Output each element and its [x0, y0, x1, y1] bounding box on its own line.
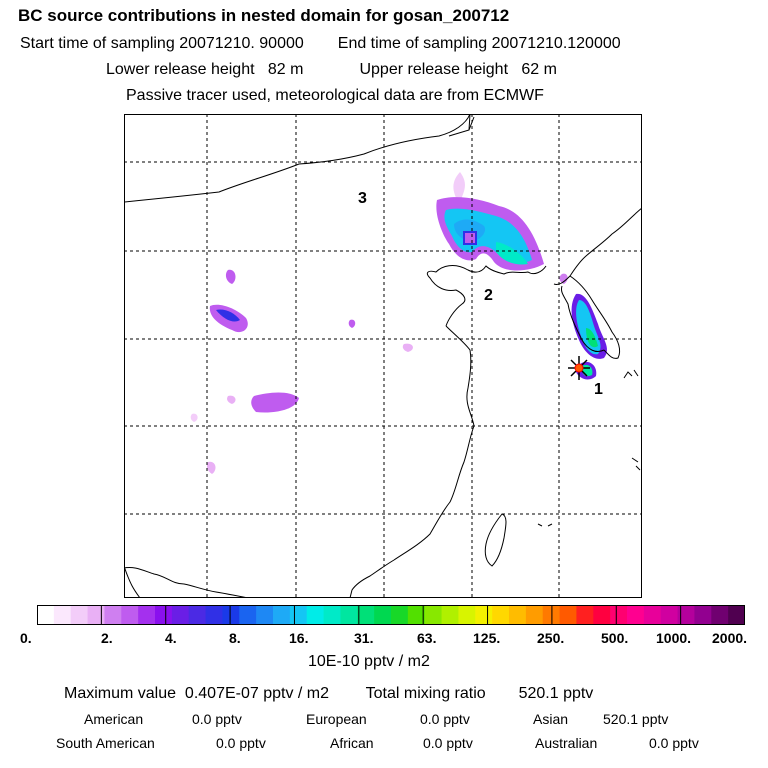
- colorbar-tick-250: 250.: [537, 630, 565, 646]
- map-title: BC source contributions in nested domain…: [18, 6, 510, 25]
- end-time-label: End time of sampling: [337, 35, 488, 52]
- max-value-label: Maximum value: [64, 685, 177, 702]
- colorbar-swatch: [357, 605, 375, 625]
- colorbar-swatch: [643, 605, 662, 625]
- bc-plume-west: [190, 269, 413, 474]
- colorbar-tick-125: 125.: [473, 630, 501, 646]
- region-name-european: European: [306, 711, 367, 727]
- start-time-value: 20071210. 90000: [179, 35, 304, 52]
- colorbar-swatch: [87, 605, 105, 625]
- colorbar-swatch: [323, 605, 341, 625]
- map-frame: [124, 114, 642, 598]
- marker-1: 1: [594, 381, 603, 398]
- colorbar-swatch: [492, 605, 510, 625]
- colorbar-tick-0: 0.: [20, 630, 32, 646]
- colorbar-unit: 10E-10 pptv / m2: [308, 653, 430, 670]
- colorbar-tick-31: 31.: [354, 630, 374, 646]
- lat-lon-grid: [124, 114, 642, 598]
- colorbar-tick-500: 500.: [601, 630, 629, 646]
- colorbar-swatch: [222, 605, 240, 625]
- marker-2: 2: [484, 287, 493, 304]
- colorbar-tick-4: 4.: [165, 630, 177, 646]
- color-scale-bar: [37, 605, 745, 625]
- total-mixing-value: 520.1 pptv: [518, 685, 594, 702]
- colorbar-swatch: [610, 605, 628, 625]
- start-time-label: Start time of sampling: [20, 35, 175, 52]
- colorbar-swatch: [289, 605, 308, 625]
- region-name-american: American: [84, 711, 144, 727]
- colorbar-swatch: [627, 605, 645, 625]
- colorbar-swatch: [694, 605, 712, 625]
- release-height-line: Lower release height 82 m Upper release h…: [106, 61, 557, 79]
- upper-height-value: 62 m: [521, 61, 557, 78]
- colorbar-swatch: [340, 605, 358, 625]
- bc-plume-korea: [559, 273, 608, 359]
- colorbar-swatch: [256, 605, 274, 625]
- colorbar-swatch: [407, 605, 426, 625]
- region-value-african: 0.0 pptv: [423, 735, 473, 751]
- colorbar-swatch: [306, 605, 325, 625]
- sampling-time-line: Start time of sampling 20071210. 90000 En…: [20, 35, 621, 53]
- colorbar-border: [37, 605, 745, 625]
- colorbar-swatch: [70, 605, 89, 625]
- colorbar-swatch: [458, 605, 476, 625]
- region-name-african: African: [330, 735, 374, 751]
- colorbar-swatch: [424, 605, 443, 625]
- region-value-asian: 520.1 pptv: [603, 711, 669, 727]
- max-value: 0.407E-07 pptv / m2: [184, 685, 330, 702]
- colorbar-swatch: [475, 605, 493, 625]
- region-name-asian: Asian: [533, 711, 569, 727]
- colorbar-swatch: [205, 605, 223, 625]
- region-name-south-american: South American: [56, 735, 155, 751]
- colorbar-tick-1000: 1000.: [656, 630, 692, 646]
- colorbar-swatch: [188, 605, 207, 625]
- colorbar-swatch: [576, 605, 594, 625]
- region-value-european: 0.0 pptv: [420, 711, 470, 727]
- colorbar-swatch: [660, 605, 679, 625]
- colorbar-swatch: [711, 605, 729, 625]
- upper-height-label: Upper release height: [359, 61, 509, 78]
- colorbar-swatch: [273, 605, 291, 625]
- colorbar-swatch: [138, 605, 156, 625]
- region-value-australian: 0.0 pptv: [649, 735, 699, 751]
- marker-3: 3: [358, 190, 367, 207]
- colorbar-swatch: [104, 605, 122, 625]
- region-name-australian: Australian: [535, 735, 598, 751]
- colorbar-tick-16: 16.: [289, 630, 309, 646]
- colorbar-swatch: [171, 605, 190, 625]
- lower-height-label: Lower release height: [106, 61, 255, 78]
- colorbar-swatch: [374, 605, 392, 625]
- colorbar-swatch: [677, 605, 695, 625]
- colorbar-swatch: [239, 605, 257, 625]
- region-value-american: 0.0 pptv: [192, 711, 242, 727]
- colorbar-tick-8: 8.: [229, 630, 241, 646]
- colorbar-tick-2: 2.: [101, 630, 113, 646]
- colorbar-swatch: [121, 605, 139, 625]
- colorbar-swatch: [593, 605, 611, 625]
- colorbar-swatch: [37, 605, 55, 625]
- colorbar-swatch: [559, 605, 577, 625]
- colorbar-swatch: [509, 605, 527, 625]
- colorbar-tick-2000: 2000.: [712, 630, 748, 646]
- colorbar-tick-63: 63.: [417, 630, 437, 646]
- colorbar-swatch: [728, 605, 745, 625]
- summary-line: Maximum value 0.407E-07 pptv / m2 Total …: [64, 685, 593, 703]
- colorbar-swatch: [542, 605, 561, 625]
- total-mixing-label: Total mixing ratio: [365, 685, 486, 702]
- coastlines: [124, 114, 642, 598]
- bc-plume-north: [436, 172, 544, 271]
- colorbar-swatch: [155, 605, 173, 625]
- colorbar-swatch: [441, 605, 459, 625]
- receptor-star-icon: [568, 356, 590, 380]
- colorbar-swatch: [53, 605, 72, 625]
- region-value-south-american: 0.0 pptv: [216, 735, 266, 751]
- colorbar-swatch: [525, 605, 544, 625]
- source-contribution-map: 3 2 1: [124, 114, 642, 598]
- colorbar-swatch: [391, 605, 409, 625]
- lower-height-value: 82 m: [267, 61, 304, 78]
- tracer-note: Passive tracer used, meteorological data…: [126, 87, 544, 104]
- end-time-value: 20071210.120000: [491, 35, 621, 52]
